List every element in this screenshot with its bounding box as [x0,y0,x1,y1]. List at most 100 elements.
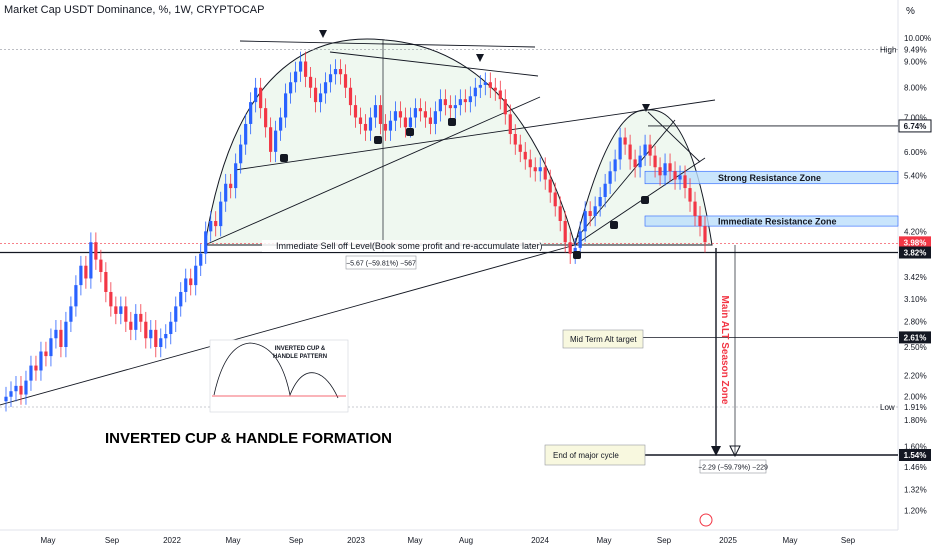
candle-body [24,380,28,395]
thumb-marker [280,154,288,162]
candle-body [4,396,8,402]
price-badge [898,119,932,133]
marker-arrow [476,54,484,62]
candle-body [563,220,567,243]
candle-body [503,99,507,115]
thumb-marker [610,221,618,229]
scale-label[interactable]: % [906,6,915,17]
candle-body [638,155,642,168]
price-badge [899,331,931,344]
measure-label-box [345,255,417,270]
y-tick-label: 2.80% [904,318,927,327]
trend-line [239,40,536,48]
candle-body [548,179,552,193]
thumb-marker [641,196,649,204]
candle-body [463,99,467,103]
candle-body [298,61,303,72]
candle-body [229,183,233,189]
thumb-marker [573,251,581,259]
candle-body [488,82,492,88]
measure-label: −5.67 (−59.81%) −567 [346,261,416,268]
candle-body [693,201,697,216]
candle-body [583,211,587,232]
candle-body [34,365,38,371]
candle-body [473,87,477,97]
candle-body [114,306,118,314]
zone-label: Strong Resistance Zone [718,173,821,183]
candle-body [658,167,662,176]
candle-body [628,144,632,160]
candle-body [94,242,98,260]
candle-body [588,211,592,216]
candle-body [59,329,63,347]
resistance-zone [644,170,899,185]
candle-body [578,231,582,248]
candle-body [39,351,43,371]
measure-arrow-head [729,445,741,458]
y-tick-label: 3.42% [904,273,927,282]
candle-body [568,242,572,254]
candle-body [358,117,363,124]
cup-area [204,38,576,246]
y-tick-label: 1.60% [904,442,927,451]
price-badge-label: 9.49% [904,46,927,55]
candle-body [643,144,647,156]
candle-body [69,306,73,322]
candle-body [388,120,393,131]
price-badge-label: 1.91% [904,403,927,412]
candle-body [328,74,333,83]
candle-body [288,82,293,94]
candle-body [164,334,168,339]
trend-line [647,111,701,163]
candle-body [418,108,423,112]
candle-body [703,226,707,243]
candle-body [44,351,48,357]
candle-body [663,163,667,176]
candle-body [613,159,617,172]
candle-body [673,171,677,180]
trend-line [204,96,541,246]
candle-body [184,278,188,292]
y-tick-label: 9.00% [904,57,927,66]
zone-label: Immediate Resistance Zone [718,217,837,227]
candle-body [458,99,462,106]
candle-body [179,291,183,307]
candle-body [174,306,178,322]
candle-body [618,137,622,160]
candle-body [408,117,413,128]
y-tick-label: 7.00% [904,113,927,122]
candle-body [428,117,432,124]
candle-body [99,259,103,272]
y-tick-label: 1.46% [904,463,927,472]
trend-line [574,119,676,241]
candle-body [378,105,383,124]
thumb-marker [448,118,456,126]
candle-body [623,137,627,145]
mid-term-callout [562,329,644,349]
price-badge-label: 1.54% [904,451,927,460]
x-tick-label: May [782,536,797,545]
candle-body [209,220,213,232]
candle-body [199,253,203,266]
candle-body [109,291,113,307]
y-tick-label: 1.32% [904,485,927,494]
candle-body [134,313,138,330]
x-tick-label: 2023 [347,536,365,545]
marker-arrow [319,30,327,38]
inset-title-2: HANDLE PATTERN [273,354,327,360]
candle-body [89,242,93,279]
candle-body [149,329,153,339]
candle-body [528,159,532,168]
badge-side-label: High [880,46,896,55]
price-badge [899,448,931,461]
y-tick-label: 8.00% [904,84,927,93]
candle-body [254,87,258,103]
candle-body [513,134,517,145]
candle-body [688,188,692,202]
sell-off-label-bg [262,240,542,252]
x-tick-label: May [40,536,55,545]
candle-body [333,69,338,75]
candle-body [279,117,283,131]
candle-body [498,90,502,100]
